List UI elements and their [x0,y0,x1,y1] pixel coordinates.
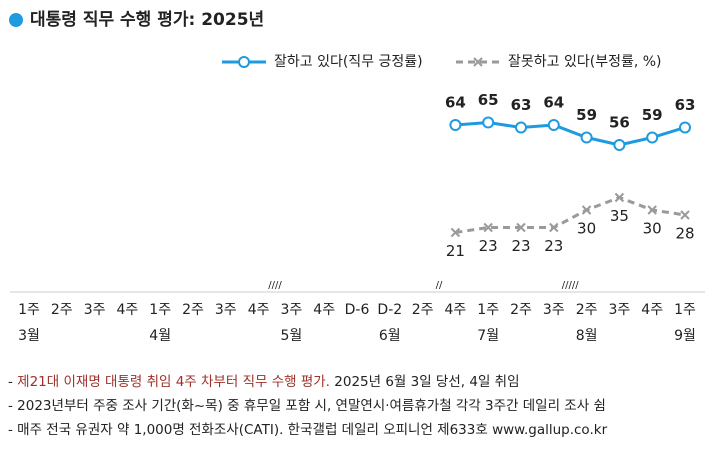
legend-marker [473,57,483,67]
data-label: 56 [609,114,630,132]
data-label: 59 [642,106,663,124]
x-tick-label: 3주 [84,302,106,318]
point [614,192,625,203]
note-part: - 2023년부터 주중 조사 기간(화~목) 중 휴무일 포함 시, 연말연시… [8,398,606,414]
data-label: 59 [576,106,597,124]
x-tick-label: 3주 [281,302,303,318]
axis-break: ///// [562,280,579,291]
data-label: 35 [610,207,629,225]
x-tick-label: 3주 [609,302,631,318]
title-dot [9,13,23,27]
point [679,121,691,134]
note-part: 제21대 이재명 대통령 취임 4주 차부터 직무 수행 평가. [17,374,330,390]
data-label: 63 [511,96,532,114]
data-label: 64 [445,94,466,112]
x-tick-label: 1주 [674,302,696,318]
x-tick-label: 4주 [313,302,335,318]
point [516,222,526,233]
month-label: 3월 [18,328,40,344]
x-tick-label: 4주 [641,302,663,318]
point [580,131,593,144]
x-tick-label: 3주 [543,302,565,318]
x-tick-label: 2주 [576,302,598,318]
point [581,205,592,215]
x-tick-label: D-2 [377,302,402,318]
data-label: 28 [675,225,694,243]
x-tick-label: 2주 [51,302,73,318]
x-tick-label: 2주 [412,302,434,318]
data-label: 65 [478,91,499,109]
x-tick-label: 4주 [248,302,270,318]
note-part: - 매주 전국 유권자 약 1,000명 전화조사(CATI). 한국갤럽 데일… [8,422,608,438]
point [515,121,527,134]
point [549,222,559,233]
x-tick-label: 4주 [117,302,139,318]
axis-break: //// [268,280,282,291]
point [680,210,690,220]
month-label: 8월 [576,328,598,344]
x-tick-label: 3주 [215,302,237,318]
x-tick-label: 2주 [510,302,532,318]
data-label: 21 [446,242,465,260]
point [646,131,659,144]
month-label: 6월 [379,328,401,344]
data-label: 30 [577,220,596,238]
point [483,222,493,233]
data-label: 23 [511,237,530,255]
note: - 매주 전국 유권자 약 1,000명 전화조사(CATI). 한국갤럽 데일… [8,422,608,438]
x-tick-label: 2주 [182,302,204,318]
point [647,205,657,215]
note-part: 2025년 6월 3일 당선, 4일 취임 [330,374,520,390]
data-label: 23 [479,237,498,255]
legend-label: 잘하고 있다(직무 긍정률) [274,54,423,70]
month-label: 5월 [281,328,303,344]
chart-title: 대통령 직무 수행 평가: 2025년 [30,9,264,30]
point [613,139,626,151]
axis-break: // [436,280,443,291]
legend-marker [238,56,250,68]
data-label: 30 [643,220,662,238]
month-label: 4월 [149,328,171,344]
point [547,119,560,131]
x-tick-label: 1주 [477,302,499,318]
point [449,119,462,131]
x-tick-label: 1주 [18,302,40,318]
x-tick-label: 1주 [149,302,171,318]
series-line [455,195,686,234]
note-part: - [8,374,17,390]
data-label: 63 [675,96,696,114]
x-tick-label: 4주 [445,302,467,318]
legend-label: 잘못하고 있다(부정률, %) [508,54,662,70]
data-label: 64 [543,94,564,112]
point [450,227,461,238]
data-label: 23 [544,237,563,255]
x-tick-label: D-6 [345,302,370,318]
month-label: 9월 [674,328,696,344]
note: - 2023년부터 주중 조사 기간(화~목) 중 휴무일 포함 시, 연말연시… [8,398,606,414]
point [482,116,495,129]
note: - 제21대 이재명 대통령 취임 4주 차부터 직무 수행 평가. 2025년… [8,374,520,390]
month-label: 7월 [477,328,499,344]
